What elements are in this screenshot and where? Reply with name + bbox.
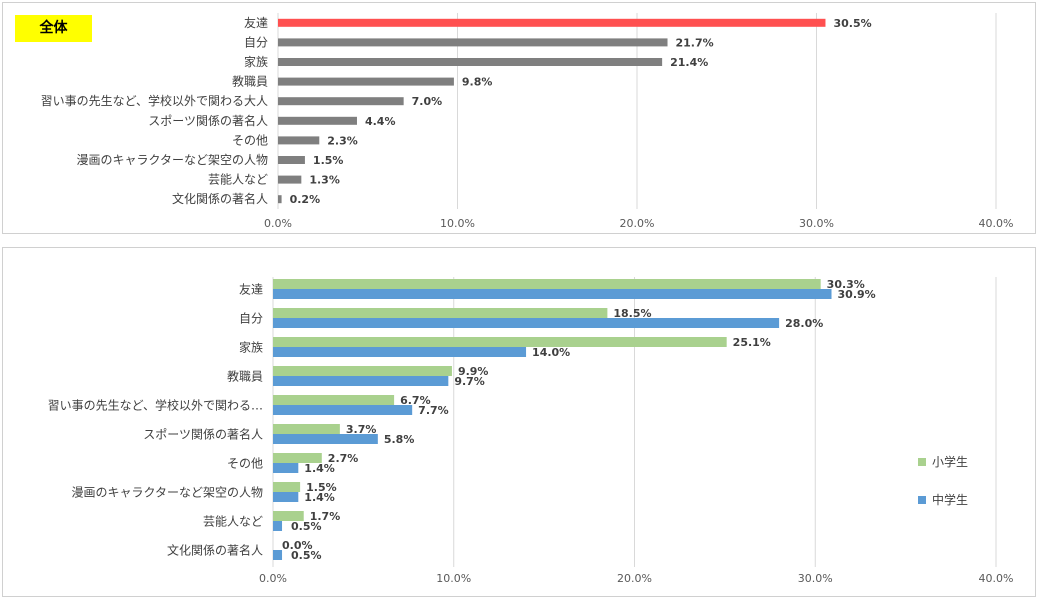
bar-elementary xyxy=(273,424,340,434)
data-label: 0.0% xyxy=(282,539,313,552)
x-tick-label: 20.0% xyxy=(620,217,655,230)
bar-junior-high xyxy=(273,492,299,502)
bar-elementary xyxy=(273,337,727,347)
category-label: その他 xyxy=(227,457,263,471)
data-label: 30.3% xyxy=(827,278,865,291)
bar-junior-high xyxy=(273,376,449,386)
bar xyxy=(278,136,320,145)
x-tick-label: 0.0% xyxy=(264,217,292,230)
data-label: 1.5% xyxy=(306,481,337,494)
data-label: 14.0% xyxy=(532,346,570,359)
bar-junior-high xyxy=(273,521,283,531)
data-label: 0.5% xyxy=(291,549,322,562)
bar-junior-high xyxy=(273,405,413,415)
bar xyxy=(278,38,668,47)
category-label: 文化関係の著名人 xyxy=(167,543,263,558)
bar-elementary xyxy=(273,366,452,376)
bar xyxy=(278,175,302,184)
x-tick-label: 20.0% xyxy=(617,572,652,585)
category-label: スポーツ関係の著名人 xyxy=(143,427,263,442)
category-label: 習い事の先生など、学校以外で関わる… xyxy=(48,398,263,413)
chart-overall-svg: 0.0% 10.0% 20.0% 30.0% 40.0% 友達 30.5% 自分 21.7% 家族… xyxy=(41,13,1014,230)
data-label: 1.3% xyxy=(309,174,340,187)
bar-junior-high xyxy=(273,550,283,560)
bar-elementary xyxy=(273,279,821,289)
data-label: 0.2% xyxy=(290,193,321,206)
category-label: 漫画のキャラクターなど架空の人物 xyxy=(76,153,268,167)
data-label: 1.4% xyxy=(304,491,335,504)
legend-label: 中学生 xyxy=(932,492,968,507)
data-label: 3.7% xyxy=(346,423,377,436)
bar-elementary xyxy=(273,511,304,521)
data-label: 9.7% xyxy=(454,375,485,388)
bar xyxy=(278,58,663,66)
category-label: 漫画のキャラクターなど架空の人物 xyxy=(71,486,263,500)
bar xyxy=(278,116,357,125)
category-label: その他 xyxy=(232,133,268,147)
x-tick-label: 10.0% xyxy=(440,217,475,230)
category-label: 習い事の先生など、学校以外で関わる大人 xyxy=(41,93,268,108)
bar-elementary xyxy=(273,395,395,405)
bar xyxy=(278,97,404,106)
x-tick-label: 30.0% xyxy=(799,217,834,230)
x-tick-label: 30.0% xyxy=(798,572,833,585)
data-label: 18.5% xyxy=(613,307,651,320)
chart-overall-title: 全体 xyxy=(15,15,92,42)
data-label: 7.0% xyxy=(412,95,443,108)
data-label: 1.4% xyxy=(304,462,335,475)
legend-label: 小学生 xyxy=(932,454,968,469)
category-label: 友達 xyxy=(239,283,263,297)
data-label: 30.5% xyxy=(833,17,871,30)
category-label: 芸能人など xyxy=(203,515,263,529)
legend-swatch xyxy=(918,496,926,504)
chart-overall-panel: 全体 0.0% 10.0% 20.0% 30.0% 40.0% 友達 30.5% 自分 21.7… xyxy=(2,2,1036,234)
bar-elementary xyxy=(273,482,301,492)
data-label: 7.7% xyxy=(418,404,449,417)
bar xyxy=(278,156,305,164)
category-label: 家族 xyxy=(239,340,263,355)
bar xyxy=(278,18,826,27)
data-label: 0.5% xyxy=(291,520,322,533)
x-tick-label: 40.0% xyxy=(979,217,1014,230)
bar-elementary xyxy=(273,308,608,318)
data-label: 21.4% xyxy=(670,56,708,69)
data-label: 1.5% xyxy=(313,154,344,167)
bar-junior-high xyxy=(273,434,378,444)
data-label: 2.7% xyxy=(328,452,359,465)
category-label: 文化関係の著名人 xyxy=(172,191,268,206)
data-label: 9.9% xyxy=(458,365,489,378)
category-label: 芸能人など xyxy=(208,173,268,187)
bar-elementary xyxy=(273,453,322,463)
data-label: 4.4% xyxy=(365,115,396,128)
data-label: 30.9% xyxy=(838,288,876,301)
data-label: 25.1% xyxy=(733,336,771,349)
category-label: 友達 xyxy=(244,16,268,30)
category-label: 教職員 xyxy=(232,74,268,89)
bar xyxy=(278,77,454,86)
bar-junior-high xyxy=(273,347,527,357)
data-label: 1.7% xyxy=(310,510,341,523)
data-label: 28.0% xyxy=(785,317,823,330)
bar xyxy=(278,195,282,204)
legend-swatch xyxy=(918,458,926,466)
chart-grade-panel: 0.0% 10.0% 20.0% 30.0% 40.0% 友達 30.3% 30.9% 自分 18… xyxy=(2,247,1036,597)
bar-junior-high xyxy=(273,318,780,328)
x-tick-label: 10.0% xyxy=(436,572,471,585)
bar-junior-high xyxy=(273,463,299,473)
data-label: 6.7% xyxy=(400,394,431,407)
category-label: スポーツ関係の著名人 xyxy=(148,113,268,128)
category-label: 自分 xyxy=(239,312,263,326)
data-label: 21.7% xyxy=(676,36,714,49)
data-label: 5.8% xyxy=(384,433,415,446)
category-label: 教職員 xyxy=(227,369,263,384)
category-label: 自分 xyxy=(244,35,268,49)
data-label: 9.8% xyxy=(462,76,493,89)
category-label: 家族 xyxy=(244,54,268,69)
chart-grade-svg: 0.0% 10.0% 20.0% 30.0% 40.0% 友達 30.3%30.9% 自分 18… xyxy=(48,277,1014,585)
data-label: 2.3% xyxy=(327,134,358,147)
x-tick-label: 0.0% xyxy=(259,572,287,585)
bar-junior-high xyxy=(273,289,832,299)
x-tick-label: 40.0% xyxy=(979,572,1014,585)
